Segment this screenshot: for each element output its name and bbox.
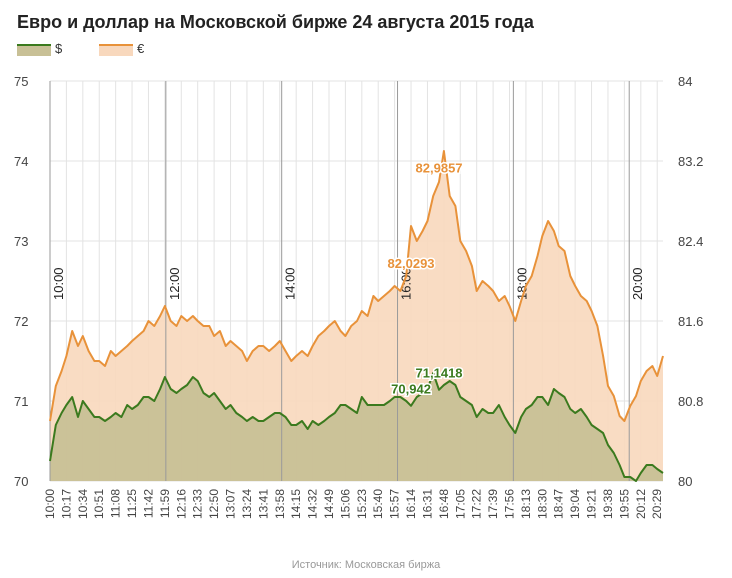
y-left-tick-label: 73 bbox=[14, 234, 28, 249]
x-tick-label: 13:58 bbox=[273, 489, 287, 519]
legend-swatch-usd bbox=[17, 44, 51, 56]
y-left-tick-label: 75 bbox=[14, 74, 28, 89]
x-tick-label: 10:34 bbox=[76, 489, 90, 519]
x-tick-label: 17:22 bbox=[470, 489, 484, 519]
legend-label-usd: $ bbox=[55, 41, 63, 56]
y-left-tick-label: 70 bbox=[14, 474, 28, 489]
series-lines bbox=[49, 150, 664, 482]
x-tick-label: 10:17 bbox=[59, 489, 73, 519]
data-label-usd: 71,1418 bbox=[416, 366, 463, 381]
y-left-tick-label: 72 bbox=[14, 314, 28, 329]
data-label-usd: 70,942 bbox=[391, 382, 431, 397]
x-tick-label: 11:59 bbox=[158, 489, 172, 518]
y-right-tick-label: 80.8 bbox=[678, 394, 703, 409]
line-eur bbox=[49, 150, 664, 422]
x-tick-label: 14:49 bbox=[322, 489, 336, 519]
x-tick-label: 15:06 bbox=[338, 489, 352, 519]
x-tick-label: 20:29 bbox=[650, 489, 664, 519]
x-tick-label: 11:08 bbox=[109, 489, 123, 518]
x-tick-label: 14:15 bbox=[289, 489, 303, 519]
x-tick-label: 13:41 bbox=[256, 489, 270, 519]
line-usd bbox=[49, 372, 664, 482]
y-left-tick-label: 71 bbox=[14, 394, 28, 409]
x-tick-label: 16:48 bbox=[437, 489, 451, 519]
x-tick-label: 11:42 bbox=[141, 489, 155, 518]
x-tick-label: 19:38 bbox=[601, 489, 615, 519]
x-tick-label: 17:39 bbox=[486, 489, 500, 519]
x-tick-label: 20:12 bbox=[634, 489, 648, 519]
time-markers: 10:00 12:00 14:00 16:00 18:00 20:00 bbox=[49, 81, 645, 481]
y-right-tick-label: 80 bbox=[678, 474, 692, 489]
data-label-eur: 82,9857 bbox=[416, 160, 463, 175]
x-tick-label: 16:14 bbox=[404, 489, 418, 519]
time-marker-label: 14:00 bbox=[283, 267, 298, 300]
y-right-tick-label: 84 bbox=[678, 74, 692, 89]
x-tick-label: 15:40 bbox=[371, 489, 385, 519]
x-tick-label: 15:23 bbox=[355, 489, 369, 519]
x-tick-label: 18:47 bbox=[552, 489, 566, 519]
x-tick-label: 16:31 bbox=[420, 489, 434, 519]
legend-label-eur: € bbox=[137, 41, 145, 56]
x-tick-label: 12:33 bbox=[191, 489, 205, 519]
x-tick-label: 11:25 bbox=[125, 489, 139, 518]
time-marker-label: 10:00 bbox=[51, 267, 66, 300]
x-tick-label: 14:32 bbox=[306, 489, 320, 519]
x-tick-label: 19:55 bbox=[617, 489, 631, 519]
x-tick-label: 17:56 bbox=[503, 489, 517, 519]
x-tick-label: 12:50 bbox=[207, 489, 221, 519]
x-tick-label: 13:07 bbox=[224, 489, 238, 519]
x-tick-label: 19:21 bbox=[585, 489, 599, 519]
area-usd bbox=[50, 373, 663, 481]
x-tick-label: 19:04 bbox=[568, 489, 582, 519]
x-tick-label: 15:57 bbox=[388, 489, 402, 519]
chart-title: Евро и доллар на Московской бирже 24 авг… bbox=[17, 12, 534, 32]
time-marker-label: 20:00 bbox=[630, 267, 645, 300]
y-right-tick-label: 83.2 bbox=[678, 154, 703, 169]
source-note: Источник: Московская биржа bbox=[291, 559, 441, 571]
time-marker-label: 12:00 bbox=[167, 267, 182, 300]
time-marker-label: 16:00 bbox=[399, 267, 414, 300]
x-tick-label: 17:05 bbox=[453, 489, 467, 519]
y-right-tick-label: 82.4 bbox=[678, 234, 703, 249]
y-left-tick-label: 74 bbox=[14, 154, 28, 169]
x-tick-label: 18:30 bbox=[535, 489, 549, 519]
x-tick-label: 10:51 bbox=[92, 489, 106, 519]
legend-swatch-eur bbox=[99, 44, 133, 56]
y-right-tick-label: 81.6 bbox=[678, 314, 703, 329]
series-areas bbox=[50, 151, 663, 481]
x-tick-label: 12:16 bbox=[174, 489, 188, 519]
x-tick-label: 13:24 bbox=[240, 489, 254, 519]
x-tick-label: 10:00 bbox=[43, 489, 57, 519]
time-marker-label: 18:00 bbox=[514, 267, 529, 300]
x-tick-label: 18:13 bbox=[519, 489, 533, 519]
data-label-eur: 82,0293 bbox=[388, 256, 435, 271]
